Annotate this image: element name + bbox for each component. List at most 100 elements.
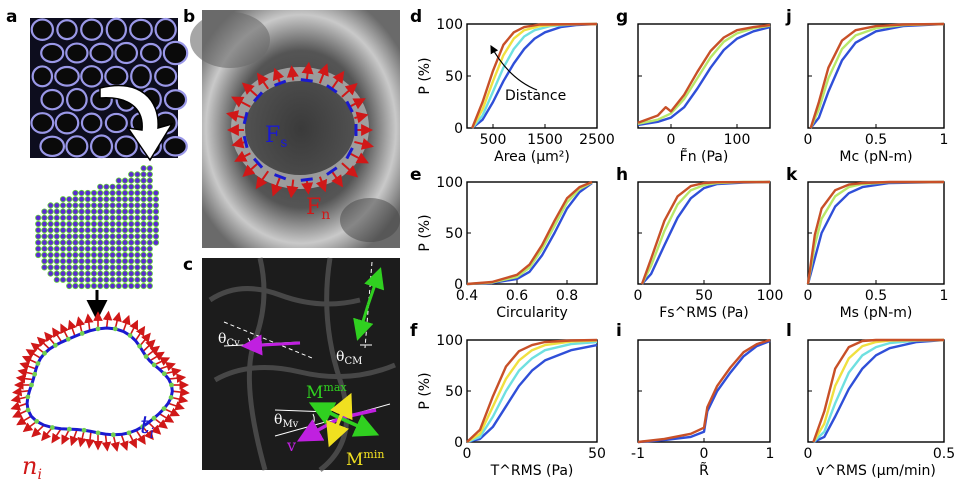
- normal-force-arrow: [354, 111, 369, 124]
- mesh-particle: [41, 245, 48, 252]
- cell-outline: [129, 18, 153, 41]
- mesh-particle: [109, 258, 116, 265]
- mesh-particle: [97, 214, 104, 221]
- mesh-particle: [103, 245, 110, 252]
- normal-force-arrow: [341, 82, 358, 98]
- mesh-particle: [72, 276, 79, 283]
- mesh-particle: [121, 227, 129, 234]
- normal-arrow: [25, 349, 42, 359]
- cell-outline: [56, 19, 78, 41]
- mesh-particle: [53, 239, 60, 246]
- mesh-particle: [72, 239, 79, 246]
- mesh-particle: [97, 183, 104, 190]
- normal-arrow: [60, 323, 70, 340]
- mesh-particle: [140, 171, 147, 178]
- mesh-particle: [115, 220, 122, 228]
- normal-arrow: [51, 428, 62, 444]
- normal-arrow: [170, 394, 189, 404]
- mesh-particle: [47, 227, 54, 234]
- contour-point: [32, 371, 38, 377]
- mesh-particle: [134, 233, 141, 240]
- contour-point: [126, 430, 132, 436]
- normal-force-arrow: [330, 170, 344, 188]
- normal-force-arrow: [242, 162, 259, 178]
- series-line: [637, 338, 771, 444]
- normal-arrow: [61, 428, 71, 445]
- mesh-particle: [134, 220, 141, 228]
- label-theta-cv: θCv: [218, 331, 240, 349]
- mesh-particle: [115, 227, 122, 234]
- chart-l: 0 0.5v^RMS (μm/min): [804, 338, 955, 479]
- mesh-particle: [90, 196, 98, 203]
- mesh-particle: [128, 258, 135, 265]
- normal-arrow: [77, 430, 87, 448]
- mesh-particle: [115, 177, 122, 184]
- mesh-particle: [103, 227, 110, 234]
- mesh-particle: [72, 270, 79, 277]
- panel-label-k: k: [786, 165, 798, 185]
- mesh-particle: [103, 233, 110, 240]
- mesh-particle: [41, 239, 48, 246]
- contour-point: [66, 426, 72, 432]
- normal-arrow: [36, 336, 51, 350]
- normal-force-arrow: [226, 110, 246, 122]
- cell-outline: [80, 18, 104, 41]
- mesh-particle: [103, 270, 110, 277]
- mesh-particle: [146, 208, 153, 215]
- mesh-particle: [47, 208, 54, 215]
- normal-arrow: [139, 332, 151, 347]
- series-line: [806, 180, 945, 285]
- mesh-particle: [109, 227, 116, 234]
- mesh-particle: [134, 239, 141, 246]
- mesh-particle: [47, 220, 54, 228]
- series-line: [466, 181, 593, 286]
- mesh-particle: [134, 208, 141, 215]
- contour-point: [34, 418, 40, 424]
- x-tick-label: 2500: [579, 132, 615, 148]
- mesh-particle: [152, 214, 160, 221]
- contour-point: [35, 361, 41, 366]
- mesh-particle: [152, 189, 160, 197]
- contour-point: [140, 424, 146, 430]
- mesh-particle: [152, 202, 160, 209]
- mesh-particle: [53, 251, 60, 259]
- mesh-particle: [97, 220, 104, 228]
- mesh-particle: [103, 196, 110, 203]
- y-tick-label: 50: [445, 384, 463, 400]
- mesh-particle: [128, 239, 135, 246]
- mesh-particle: [103, 202, 110, 209]
- mesh-particle: [59, 245, 67, 252]
- mesh-particle: [146, 165, 153, 172]
- mesh-particle: [78, 227, 85, 234]
- mesh-particle: [47, 214, 54, 221]
- mesh-particle: [84, 276, 91, 283]
- mesh-particle: [152, 233, 160, 240]
- mesh-particle: [59, 196, 67, 203]
- mesh-particle: [90, 202, 98, 209]
- mesh-particle: [134, 264, 141, 271]
- mesh-particle: [84, 227, 91, 234]
- mesh-particle: [146, 227, 153, 234]
- x-tick-label: 0.5: [865, 132, 887, 148]
- mesh-particle: [78, 264, 85, 271]
- cell-outline: [104, 65, 129, 87]
- mesh-particle: [140, 258, 147, 265]
- mesh-particle: [109, 251, 116, 259]
- mesh-particle: [115, 196, 122, 203]
- cell-outline: [80, 112, 103, 134]
- normal-force-arrow: [286, 179, 299, 199]
- normal-force-arrow: [349, 152, 369, 164]
- mesh-particle: [115, 239, 122, 246]
- panel-label-d: d: [410, 7, 422, 27]
- mesh-particle: [152, 196, 160, 203]
- normal-arrow: [52, 327, 63, 343]
- cell-outline: [89, 134, 114, 159]
- series-line: [466, 340, 598, 444]
- mesh-particle: [84, 233, 91, 240]
- distance-arrow-icon: [490, 44, 538, 91]
- mesh-particle: [109, 282, 116, 290]
- mesh-particle: [140, 276, 147, 283]
- normal-arrow: [67, 319, 77, 337]
- mesh-particle: [84, 202, 91, 209]
- mesh-particle: [140, 208, 147, 215]
